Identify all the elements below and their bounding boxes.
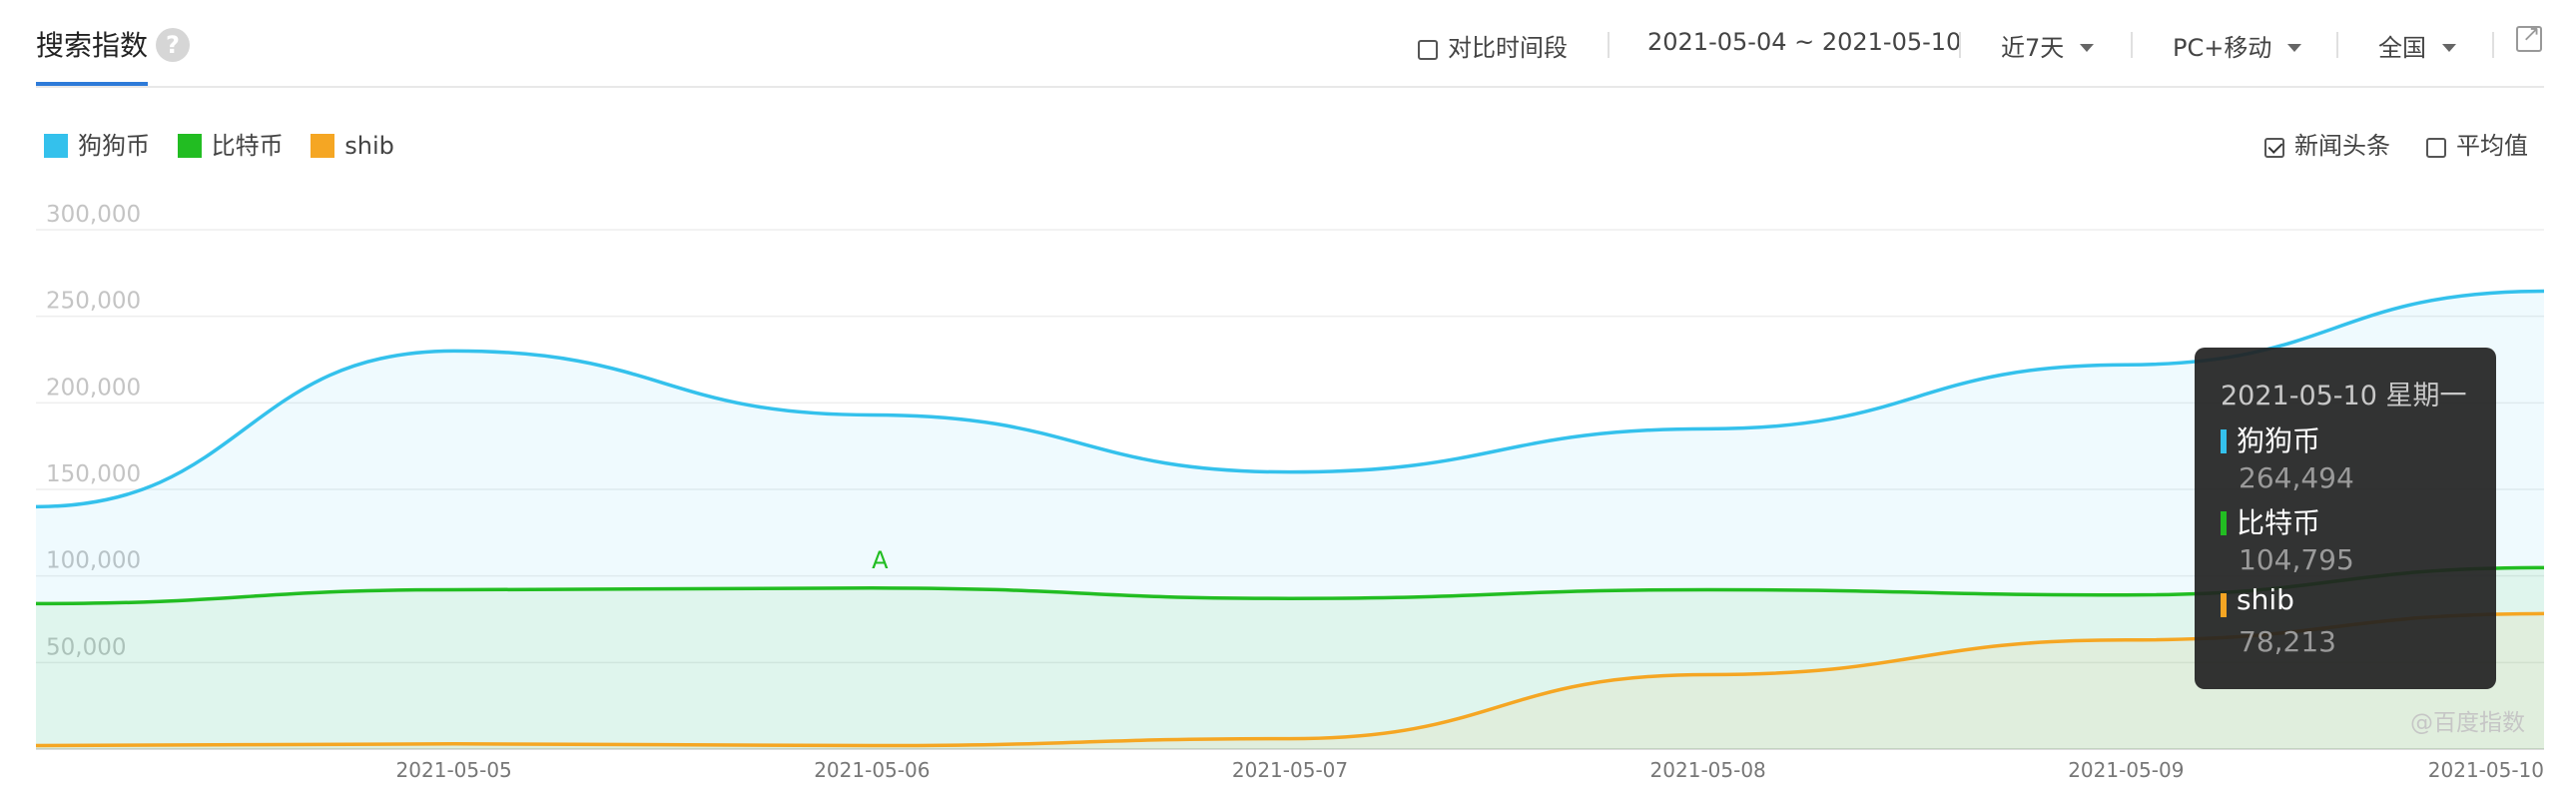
- tooltip-series-name: 狗狗币: [2237, 424, 2321, 457]
- tooltip-color-bar: [2221, 429, 2227, 453]
- tooltip-color-bar: [2221, 511, 2227, 535]
- average-checkbox-icon[interactable]: [2426, 138, 2446, 158]
- chevron-down-icon: [2287, 44, 2302, 52]
- x-tick-label: 2021-05-10: [2428, 758, 2544, 782]
- legend-swatch: [177, 134, 202, 158]
- y-tick-label: 50,000: [46, 634, 126, 660]
- chart-legend: 狗狗币 比特币 shib: [44, 126, 414, 161]
- chart-header: 搜索指数 ? 对比时间段 2021-05-04 ~ 2021-05-10 近7天…: [0, 0, 2576, 88]
- x-tick-label: 2021-05-08: [1650, 758, 1766, 782]
- news-label: 新闻头条: [2294, 132, 2390, 160]
- divider: [2131, 32, 2133, 58]
- y-tick-label: 250,000: [46, 289, 141, 315]
- news-checkbox-icon[interactable]: [2264, 138, 2284, 158]
- tooltip-color-bar: [2221, 593, 2227, 617]
- x-tick-label: 2021-05-06: [814, 758, 930, 782]
- series-area: [36, 613, 2544, 749]
- period-value: 近7天: [2001, 34, 2065, 62]
- divider: [2336, 32, 2338, 58]
- tooltip-series-name: shib: [2237, 583, 2294, 616]
- tooltip-series-name: 比特币: [2237, 506, 2321, 539]
- legend-swatch: [311, 134, 335, 158]
- divider: [2492, 32, 2494, 58]
- y-tick-label: 150,000: [46, 461, 141, 487]
- compare-label: 对比时间段: [1448, 34, 1568, 62]
- annotation-marker[interactable]: A: [872, 546, 889, 574]
- x-tick-label: 2021-05-07: [1232, 758, 1348, 782]
- chevron-down-icon: [2442, 44, 2456, 52]
- series-line: [35, 565, 2545, 606]
- compare-checkbox-icon[interactable]: [1418, 40, 1438, 60]
- legend-item-shib[interactable]: shib: [311, 132, 394, 160]
- series-line: [35, 611, 2545, 748]
- series-line: [35, 289, 2545, 509]
- device-value: PC+移动: [2173, 34, 2272, 62]
- date-range-picker[interactable]: 2021-05-04 ~ 2021-05-10: [1647, 28, 1962, 56]
- tooltip-series-value: 104,795: [2239, 543, 2354, 576]
- legend-label: 狗狗币: [78, 132, 150, 160]
- watermark: @百度指数: [2410, 710, 2525, 736]
- tooltip-series-value: 78,213: [2239, 625, 2336, 658]
- region-dropdown[interactable]: 全国: [2378, 28, 2456, 63]
- series-area: [36, 291, 2544, 749]
- chevron-down-icon: [2080, 44, 2095, 52]
- compare-period-toggle[interactable]: 对比时间段: [1418, 28, 1568, 63]
- legend-label: shib: [344, 132, 394, 160]
- divider: [1608, 32, 1610, 58]
- page-title: 搜索指数: [36, 29, 149, 62]
- title-active-indicator: [36, 82, 148, 88]
- legend-item-dogecoin[interactable]: 狗狗币: [44, 126, 150, 161]
- header-divider: [36, 86, 2544, 88]
- question-mark-icon[interactable]: ?: [156, 28, 190, 62]
- legend-label: 比特币: [211, 132, 284, 160]
- news-headlines-toggle[interactable]: 新闻头条: [2264, 126, 2390, 161]
- device-dropdown[interactable]: PC+移动: [2173, 28, 2302, 63]
- average-label: 平均值: [2456, 132, 2528, 160]
- region-value: 全国: [2378, 34, 2426, 62]
- series-area: [36, 567, 2544, 749]
- legend-swatch: [44, 134, 68, 158]
- average-toggle[interactable]: 平均值: [2426, 126, 2528, 161]
- divider: [1959, 32, 1961, 58]
- y-tick-label: 300,000: [46, 202, 141, 228]
- period-dropdown[interactable]: 近7天: [2001, 28, 2095, 63]
- x-tick-label: 2021-05-09: [2068, 758, 2184, 782]
- y-tick-label: 200,000: [46, 375, 141, 401]
- external-link-icon[interactable]: [2516, 22, 2542, 52]
- tooltip-date: 2021-05-10 星期一: [2221, 381, 2467, 411]
- tooltip-series-value: 264,494: [2239, 461, 2354, 494]
- x-tick-label: 2021-05-05: [396, 758, 512, 782]
- legend-item-bitcoin[interactable]: 比特币: [177, 126, 284, 161]
- chart-tooltip: 2021-05-10 星期一 狗狗币 264,494 比特币 104,795 s…: [2195, 348, 2496, 689]
- y-tick-label: 100,000: [46, 548, 141, 574]
